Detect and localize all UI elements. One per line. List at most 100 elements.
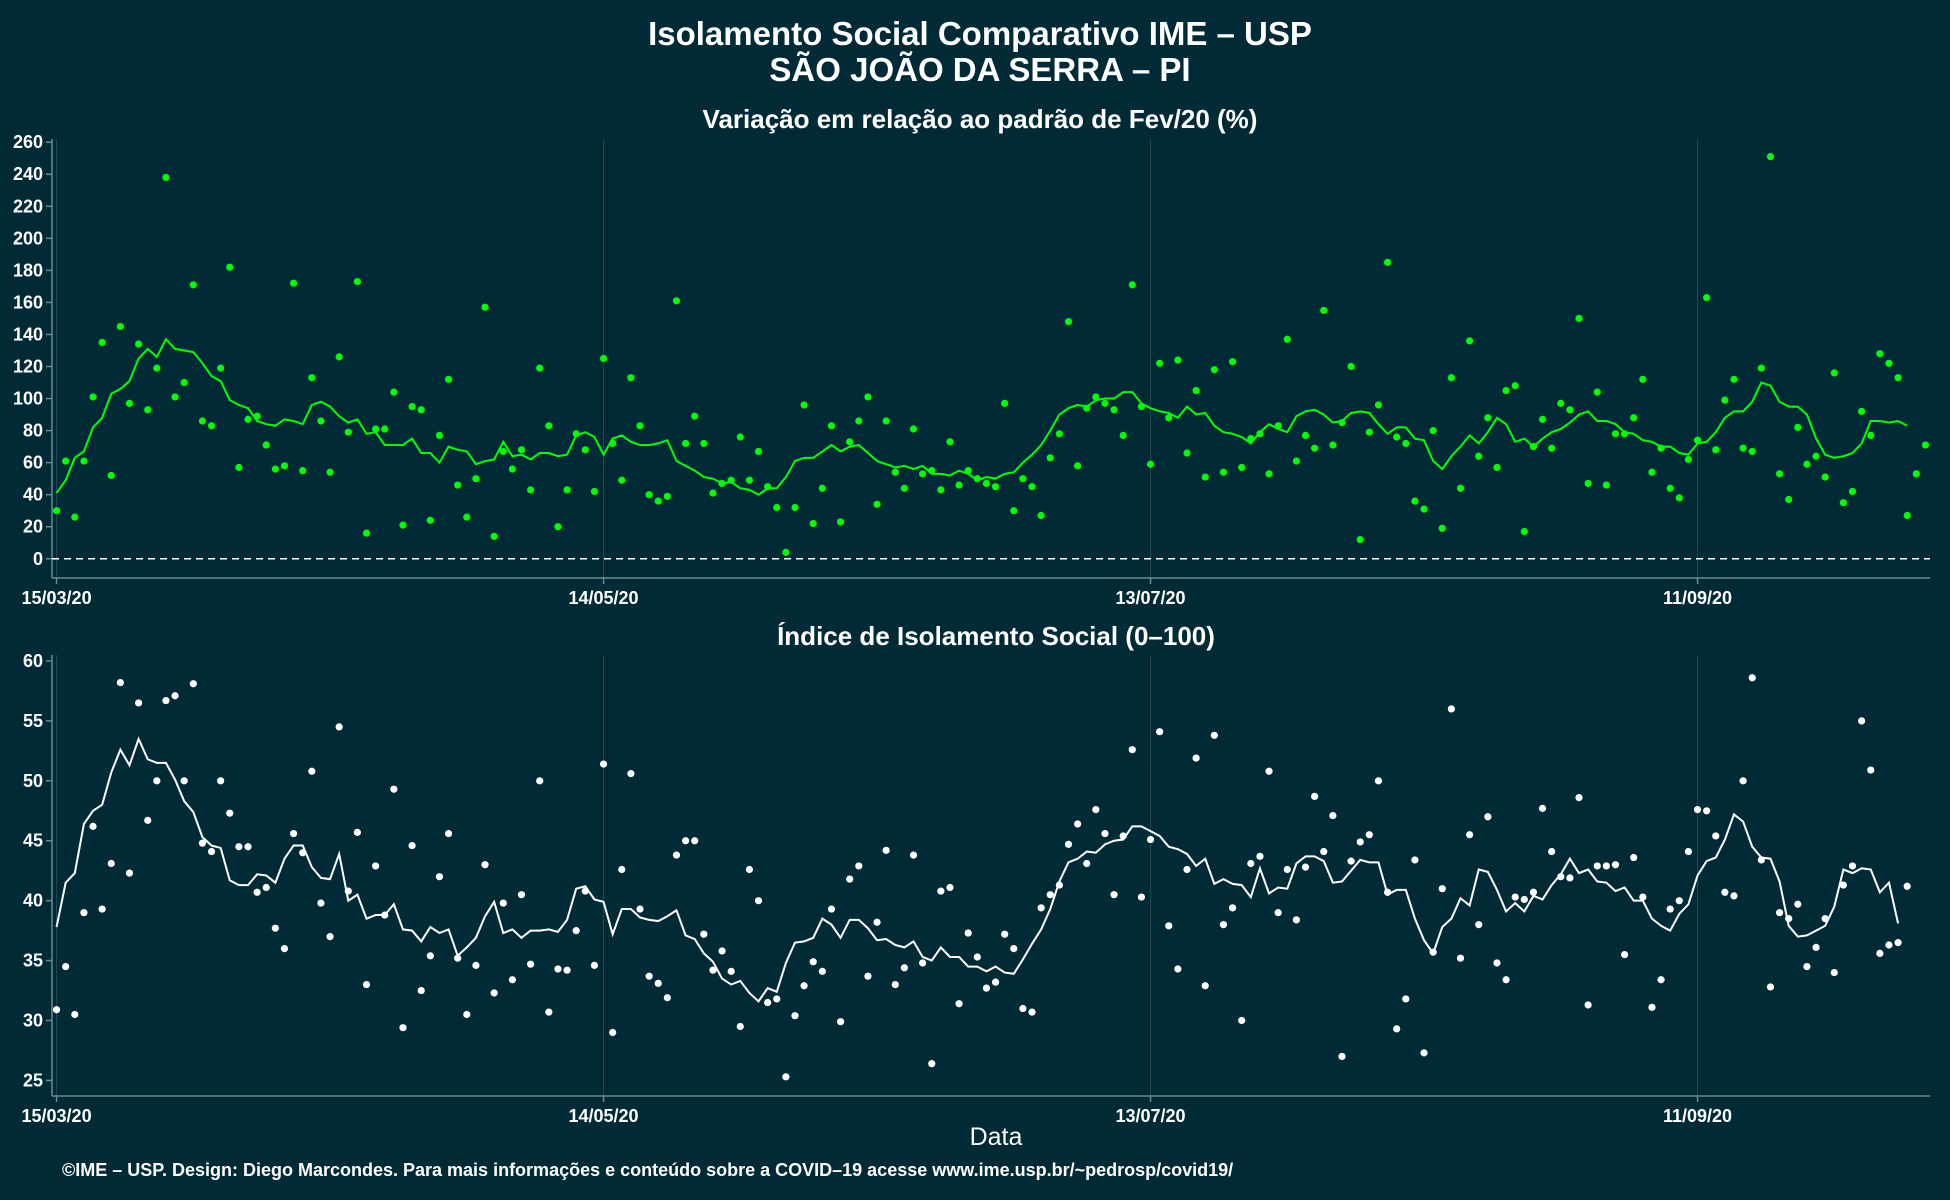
variation-data-point [1110, 406, 1118, 414]
index-data-point [1466, 831, 1474, 839]
variation-data-point [62, 457, 70, 465]
x-tick-label: 13/07/20 [1115, 588, 1185, 608]
variation-data-point [1146, 460, 1155, 468]
index-data-point [745, 865, 754, 874]
variation-data-point [855, 417, 863, 425]
index-data-point [1684, 847, 1693, 856]
variation-data-point [1876, 350, 1884, 358]
variation-data-point [1010, 507, 1018, 515]
index-data-point [891, 980, 899, 989]
index-data-point [1848, 862, 1857, 870]
variation-data-point [1593, 388, 1601, 396]
index-data-point [636, 905, 644, 913]
index-data-point [1256, 852, 1264, 860]
variation-data-point [326, 468, 334, 476]
index-data-point [791, 1012, 799, 1020]
x-tick-label: 11/09/20 [1663, 1106, 1732, 1126]
index-data-point [727, 967, 735, 975]
variation-data-point [1511, 382, 1519, 390]
variation-data-point [636, 422, 644, 430]
index-data-point [1274, 909, 1282, 917]
index-data-point [900, 964, 908, 972]
variation-data-point [1165, 414, 1173, 422]
index-data-point [1666, 905, 1674, 913]
variation-data-point [226, 263, 234, 271]
variation-data-point [435, 431, 444, 440]
index-data-point [1456, 954, 1465, 962]
variation-data-point [308, 374, 316, 382]
index-data-point [162, 696, 170, 705]
variation-data-point [527, 486, 535, 494]
variation-data-point [1265, 470, 1273, 478]
index-data-point [1037, 904, 1045, 912]
y-tick-label: 80 [23, 421, 43, 441]
index-data-point [1265, 767, 1273, 775]
variation-data-point [1848, 487, 1857, 496]
index-data-point [171, 692, 179, 700]
variation-data-point [1484, 414, 1492, 422]
y-tick-label: 0 [33, 549, 43, 569]
index-data-point [262, 883, 270, 892]
index-data-point [1137, 893, 1146, 901]
variation-data-point [499, 447, 507, 456]
variation-data-point [1475, 452, 1483, 460]
variation-data-point [1019, 475, 1027, 483]
index-data-point [98, 905, 106, 913]
index-data-point [1584, 1001, 1592, 1009]
variation-data-point [1693, 436, 1702, 444]
index-data-point [1538, 804, 1547, 812]
index-data-point [1046, 891, 1054, 899]
y-tick-label: 25 [23, 1070, 43, 1090]
index-data-point [353, 828, 362, 836]
index-data-point [946, 883, 954, 892]
index-data-point [362, 980, 371, 989]
index-data-point [1511, 893, 1519, 901]
variation-data-point [1839, 499, 1847, 507]
variation-data-point [1156, 359, 1164, 367]
variation-data-point [1420, 505, 1428, 513]
variation-data-point [1046, 454, 1054, 462]
variation-data-point [244, 415, 252, 423]
variation-data-point [1192, 386, 1200, 395]
index-data-point [499, 899, 507, 907]
variation-data-point [271, 465, 279, 473]
variation-data-point [1183, 449, 1191, 457]
variation-data-point [1493, 463, 1501, 472]
variation-data-point [1374, 401, 1383, 409]
variation-data-point [1584, 479, 1592, 488]
index-data-point [1611, 861, 1620, 869]
index-data-point [955, 1000, 963, 1008]
variation-data-point [1456, 484, 1465, 492]
variation-data-point [700, 439, 708, 448]
index-data-point [426, 952, 434, 960]
variation-data-point [280, 462, 289, 470]
index-data-point [399, 1024, 407, 1032]
index-data-point [1228, 904, 1237, 912]
index-data-point [681, 837, 690, 845]
variation-data-point [1383, 258, 1392, 266]
variation-data-point [481, 303, 489, 311]
variation-data-point [1757, 364, 1765, 372]
index-data-point [454, 954, 462, 962]
index-data-point [481, 861, 489, 869]
variation-data-point [937, 486, 945, 494]
variation-moving-average-line [55, 337, 1908, 496]
index-data-point [736, 1022, 744, 1031]
index-data-point [1794, 900, 1802, 908]
variation-data-point [107, 471, 115, 480]
index-data-point [326, 933, 334, 941]
index-data-point [444, 829, 453, 838]
index-data-point [937, 887, 945, 895]
variation-data-point [1821, 473, 1829, 481]
variation-data-point [1666, 484, 1674, 492]
index-data-point [1703, 807, 1711, 815]
y-tick-label: 180 [13, 260, 43, 280]
index-data-point [244, 843, 252, 851]
variation-data-point [1557, 399, 1565, 407]
index-data-point [1301, 863, 1310, 871]
index-data-point [609, 1028, 617, 1037]
index-data-point [991, 978, 1000, 986]
index-data-point [572, 927, 580, 935]
variation-data-point [581, 446, 589, 454]
index-data-point [1575, 794, 1583, 802]
